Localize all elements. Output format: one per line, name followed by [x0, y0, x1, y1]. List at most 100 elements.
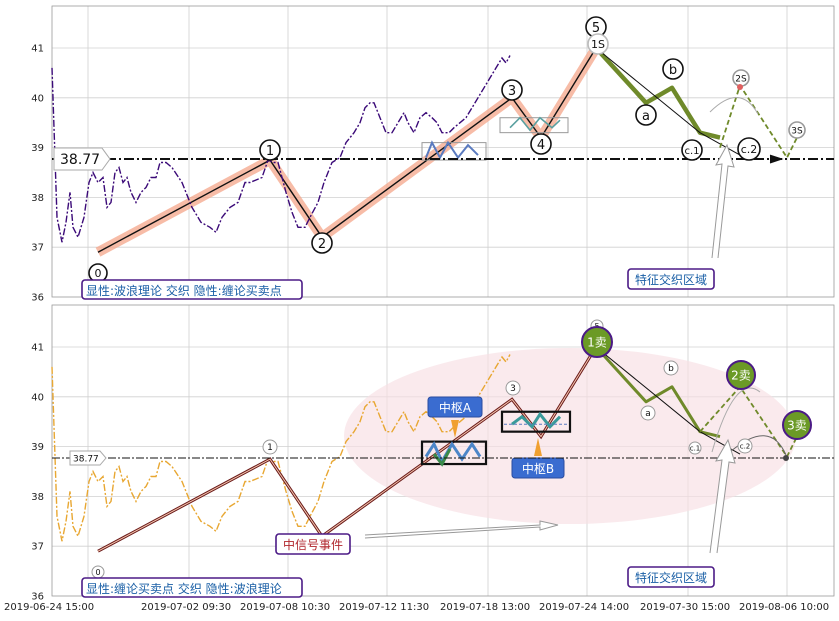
- y-tick-label: 40: [31, 93, 44, 104]
- zone-label-bottom: 特征交织区域: [635, 570, 707, 585]
- reference-dot-bottom: [783, 455, 789, 462]
- center-arrow-a: [451, 420, 459, 438]
- center-box-b: [500, 410, 572, 433]
- wave-label-circle-bottom-1: [262, 439, 278, 455]
- x-tick-label: 2019-07-02 09:30: [141, 602, 231, 613]
- reference-label: 38.77: [60, 152, 100, 168]
- zone-arc-top: [709, 97, 759, 115]
- y-tick-label: 37: [31, 243, 44, 254]
- wave-label-circle-c.2: [737, 137, 761, 161]
- wave-label-circle-bottom-a: [640, 405, 656, 421]
- wave-label-circle-bottom-c.1: [688, 441, 702, 455]
- sell-point-circle-3: [782, 410, 812, 440]
- reference-label-bottom: 38.77: [73, 455, 99, 465]
- plot-frame: [51, 304, 835, 597]
- wave-label-1: 1: [266, 144, 274, 159]
- zone-label-top: 特征交织区域: [635, 272, 707, 287]
- center-label-box-a: [427, 396, 483, 418]
- bottom-series: 中枢A中枢B中信号事件38.770135abc.1c.21卖2卖3卖特征交织区域…: [51, 319, 834, 598]
- projection-wave: [719, 83, 798, 160]
- wave-label-circle-4: [530, 133, 552, 155]
- event-label-box: [275, 533, 351, 555]
- wave-label-circle-b: [662, 58, 684, 80]
- wave-label-a: a: [642, 109, 650, 124]
- wave-label-circle-3: [501, 79, 523, 101]
- sell-point-circle-1: [581, 326, 613, 358]
- correction-wave-bottom: [594, 345, 721, 439]
- center-zigzag-b: [509, 116, 561, 132]
- wave-label-bottom-c.1: c.1: [690, 445, 701, 453]
- wave-label-3: 3: [508, 84, 516, 99]
- center-box-top-b: [499, 117, 569, 134]
- event-arrow: [364, 520, 559, 539]
- interweave-zone: [344, 348, 796, 524]
- y-tick-label: 41: [31, 343, 44, 354]
- wave-label-circle-1: [259, 139, 281, 161]
- y-tick-label: 36: [31, 592, 44, 603]
- correction-wave: [594, 46, 721, 140]
- wave-label-4: 4: [537, 138, 545, 153]
- stroke-path-inner: [97, 346, 597, 552]
- wave-label-bottom-0: 0: [95, 568, 100, 577]
- center-zigzag-a: [425, 140, 479, 160]
- event-label: 中信号事件: [283, 537, 343, 552]
- wave-label-3S: 3S: [791, 126, 803, 136]
- x-tick-label: 2019-07-08 10:30: [240, 602, 330, 613]
- zone-label-box-bottom: [627, 566, 715, 588]
- sell-point-label-2: 2卖: [731, 369, 751, 383]
- wave-label-bottom-1: 1: [267, 443, 273, 453]
- x-tick-label: 2019-07-12 11:30: [339, 602, 429, 613]
- y-tick-label: 40: [31, 392, 44, 403]
- y-tick-label: 41: [31, 44, 44, 55]
- wave-label-circle-bottom-c.2: [737, 438, 753, 454]
- sell-point-label-1: 1卖: [587, 336, 607, 350]
- zone-arc-bottom: [711, 387, 761, 453]
- price-line-bottom: [51, 354, 511, 542]
- reference-label-box: [53, 147, 111, 171]
- wave-path: [97, 47, 597, 253]
- zone-arrow-bottom: [709, 438, 736, 554]
- wave-label-c.1: c.1: [684, 146, 699, 157]
- sell-point-label-3: 3卖: [787, 419, 807, 433]
- plot-frame: [51, 5, 835, 298]
- wave-label-bottom-a: a: [645, 409, 651, 419]
- zone-arc-bottom-2: [729, 435, 787, 456]
- wave-label-circle-1S: [587, 33, 609, 55]
- wave-label-bottom-c.2: c.2: [740, 443, 751, 451]
- wave-label-2S: 2S: [735, 74, 747, 84]
- center-zigzag-bottom-a: [424, 440, 482, 465]
- wave-label-1S: 1S: [591, 38, 605, 51]
- center-arrow-b: [534, 438, 542, 456]
- wave-label-0: 0: [95, 267, 102, 280]
- wave-label-circle-a: [635, 104, 657, 126]
- price-line: [51, 55, 511, 243]
- reference-label-box-bottom: [69, 450, 107, 466]
- center-zigzag-bottom-b: [511, 411, 562, 430]
- center-label-a: 中枢A: [439, 400, 472, 415]
- y-tick-label: 39: [31, 143, 44, 154]
- x-tick-label: 2019-06-24 15:00: [4, 602, 94, 613]
- x-tick-label: 2019-07-30 15:00: [640, 602, 730, 613]
- wave-label-circle-bottom-b: [663, 360, 679, 376]
- x-tick-label: 2019-07-18 13:00: [440, 602, 530, 613]
- y-tick-label: 38: [31, 492, 44, 503]
- caption-box-bottom: [81, 577, 303, 598]
- caption-bottom: 显性:缠论买卖点 交织 隐性:波浪理论: [86, 581, 282, 596]
- x-tick-label: 2019-07-24 14:00: [539, 602, 629, 613]
- projection-wave-bottom: [699, 385, 798, 459]
- y-tick-label: 36: [31, 293, 44, 304]
- x-tick-label: 2019-08-06 10:00: [739, 602, 829, 613]
- y-tick-label: 37: [31, 542, 44, 553]
- wave-label-c.2: c.2: [741, 143, 758, 156]
- center-box-a: [420, 440, 488, 466]
- center-label-b: 中枢B: [522, 461, 554, 476]
- wave-label-5: 5: [592, 21, 600, 36]
- y-tick-label: 39: [31, 442, 44, 453]
- wave-label-circle-c.1: [681, 139, 703, 161]
- wave-label-circle-bottom-3: [505, 380, 521, 396]
- zone-label-box-top: [627, 268, 715, 290]
- wave-label-circle-3S: [788, 121, 806, 139]
